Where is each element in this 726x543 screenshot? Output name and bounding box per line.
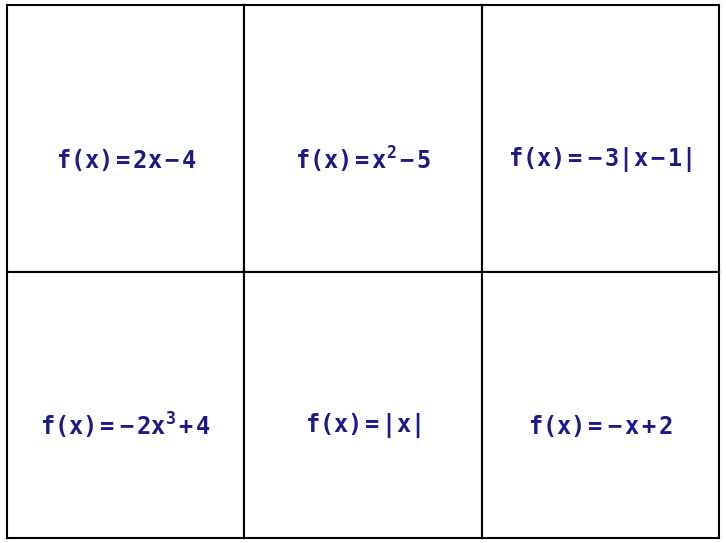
Text: $\mathbf{f(x) = -x + 2}$: $\mathbf{f(x) = -x + 2}$ (528, 413, 673, 439)
Text: $\mathbf{f(x) = |x|}$: $\mathbf{f(x) = |x|}$ (305, 411, 421, 440)
Text: $\mathbf{f(x) = x^2 - 5}$: $\mathbf{f(x) = x^2 - 5}$ (295, 144, 431, 175)
Text: $\mathbf{f(x) = -3|x - 1|}$: $\mathbf{f(x) = -3|x - 1|}$ (508, 145, 692, 174)
Text: $\mathbf{f(x) = 2x - 4}$: $\mathbf{f(x) = 2x - 4}$ (56, 147, 196, 173)
Text: $\mathbf{f(x) = -2x^3 + 4}$: $\mathbf{f(x) = -2x^3 + 4}$ (40, 411, 211, 441)
